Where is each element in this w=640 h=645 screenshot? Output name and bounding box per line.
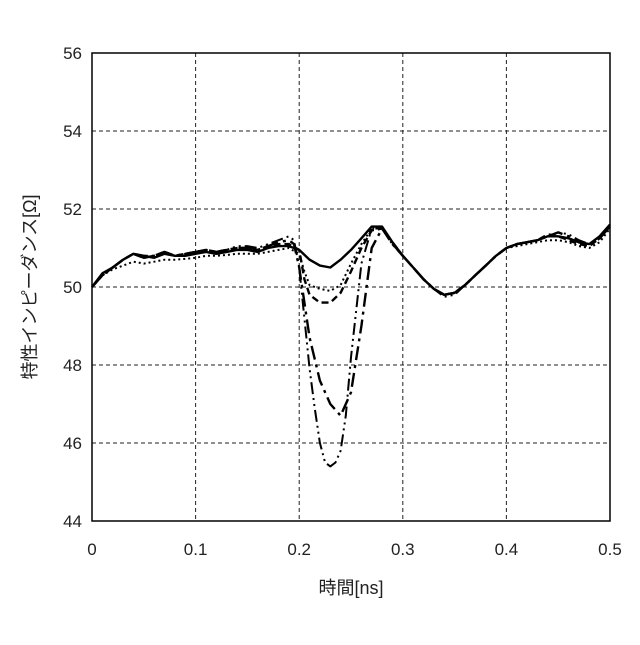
x-tick-label: 0.1 <box>184 540 208 559</box>
y-tick-labels: 44 46 48 50 52 54 56 <box>63 44 82 531</box>
x-tick-label: 0.5 <box>598 540 622 559</box>
y-tick-label: 46 <box>63 434 82 453</box>
y-tick-label: 56 <box>63 44 82 63</box>
x-tick-label: 0.2 <box>287 540 311 559</box>
y-tick-label: 48 <box>63 356 82 375</box>
series-line-4-dash-dot <box>92 227 610 416</box>
series-line-2-dotted <box>92 229 610 295</box>
x-axis-title: 時間[ns] <box>318 578 383 598</box>
gridlines <box>92 53 610 521</box>
y-tick-label: 52 <box>63 200 82 219</box>
y-axis-title: 特性インピーダンス[Ω] <box>20 194 40 379</box>
y-tick-label: 50 <box>63 278 82 297</box>
x-tick-labels: 0 0.1 0.2 0.3 0.4 0.5 <box>87 540 622 559</box>
y-tick-label: 54 <box>63 122 82 141</box>
x-tick-label: 0.3 <box>391 540 415 559</box>
series-group <box>92 225 610 467</box>
series-line-5-dash-dot-dot <box>92 225 610 467</box>
series-line-3-dashed <box>92 227 610 303</box>
x-tick-label: 0.4 <box>495 540 519 559</box>
x-tick-label: 0 <box>87 540 96 559</box>
y-tick-label: 44 <box>63 512 82 531</box>
